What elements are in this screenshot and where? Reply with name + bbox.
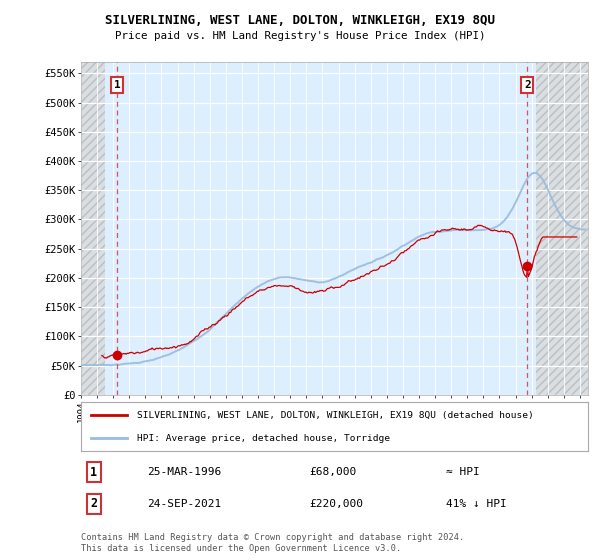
Text: 1: 1	[90, 466, 97, 479]
Text: HPI: Average price, detached house, Torridge: HPI: Average price, detached house, Torr…	[137, 434, 390, 443]
Text: £220,000: £220,000	[309, 499, 363, 508]
Text: 1: 1	[113, 80, 120, 90]
Text: 2: 2	[524, 80, 530, 90]
Text: Contains HM Land Registry data © Crown copyright and database right 2024.
This d: Contains HM Land Registry data © Crown c…	[81, 533, 464, 553]
Text: 24-SEP-2021: 24-SEP-2021	[147, 499, 221, 508]
Text: £68,000: £68,000	[309, 468, 356, 478]
Bar	[536, 62, 588, 395]
Text: SILVERLINING, WEST LANE, DOLTON, WINKLEIGH, EX19 8QU: SILVERLINING, WEST LANE, DOLTON, WINKLEI…	[105, 14, 495, 27]
Text: 25-MAR-1996: 25-MAR-1996	[147, 468, 221, 478]
Text: Price paid vs. HM Land Registry's House Price Index (HPI): Price paid vs. HM Land Registry's House …	[115, 31, 485, 41]
Bar	[81, 62, 105, 395]
Text: 2: 2	[90, 497, 97, 510]
Text: 41% ↓ HPI: 41% ↓ HPI	[446, 499, 507, 508]
Text: SILVERLINING, WEST LANE, DOLTON, WINKLEIGH, EX19 8QU (detached house): SILVERLINING, WEST LANE, DOLTON, WINKLEI…	[137, 411, 533, 420]
Text: ≈ HPI: ≈ HPI	[446, 468, 480, 478]
